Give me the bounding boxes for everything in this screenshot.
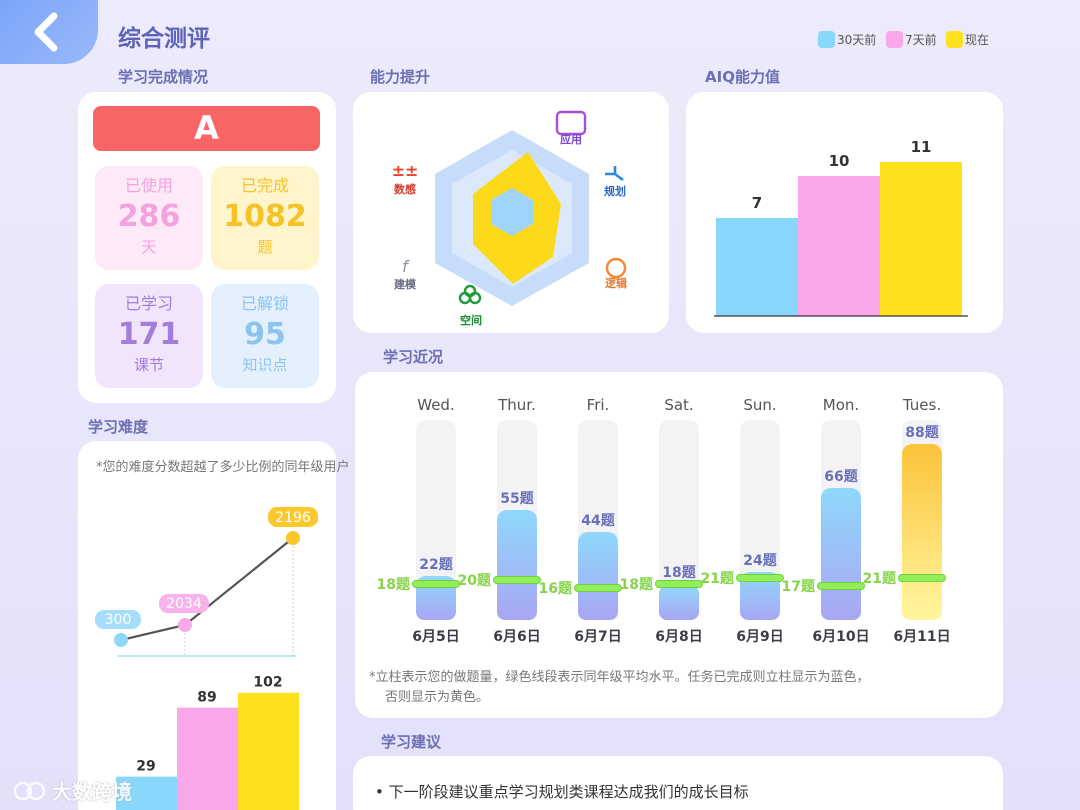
stat-days-used: 已使用 286 天 (95, 166, 203, 270)
difficulty-bar-label-2: 89 (197, 690, 216, 706)
difficulty-tag-2: 2034 (166, 596, 202, 612)
difficulty-tag-3-bg (268, 507, 318, 527)
difficulty-tag-1: 300 (105, 612, 132, 628)
recent-card (355, 372, 1003, 718)
aiq-bar-chart: 7 10 11 (714, 138, 968, 317)
svg-text:逻辑: 逻辑 (605, 276, 627, 290)
aiq-bar-label-3: 11 (911, 138, 932, 156)
advice-title: 学习建议 (381, 733, 442, 751)
difficulty-bar-label-3: 102 (253, 675, 282, 691)
stat-knowledge-unlocked: 已解锁 95 知识点 (211, 284, 319, 388)
stat-questions-done: 已完成 1082 题 (211, 166, 319, 270)
radar-inner-hexagon (491, 188, 533, 236)
difficulty-bar-label-1: 29 (136, 759, 155, 775)
axis-icon-space: 空间 (458, 284, 482, 327)
svg-text:数感: 数感 (394, 182, 416, 196)
legend-item-now: 现在 (946, 31, 989, 48)
legend-swatch (818, 31, 835, 48)
difficulty-bar-2 (177, 707, 238, 810)
svg-text:规划: 规划 (604, 184, 626, 198)
difficulty-bar-3 (238, 692, 299, 810)
page-title: 综合测评 (118, 26, 210, 52)
svg-text:空间: 空间 (460, 313, 482, 327)
difficulty-point-3 (286, 531, 300, 545)
back-button[interactable] (0, 0, 98, 64)
axis-icon-planning: 规划 (604, 166, 626, 198)
difficulty-point-2 (178, 618, 192, 632)
grade-badge: A (93, 106, 320, 151)
axis-icon-number-sense: ±± 数感 (392, 161, 419, 196)
legend-item-7days: 7天前 (886, 31, 937, 48)
watermark-logo-icon (13, 781, 46, 800)
svg-text:f: f (402, 257, 410, 276)
recent-note: *立柱表示您的做题量，绿色线段表示同年级平均水平。任务已完成则立柱显示为蓝色， … (369, 670, 870, 705)
back-arrow-icon (34, 12, 58, 52)
difficulty-tag-1-bg (95, 610, 141, 629)
difficulty-note: *您的难度分数超越了多少比例的同年级用户 (96, 460, 350, 475)
stat-lessons-learned: 已学习 171 课节 (95, 284, 203, 388)
svg-text:建模: 建模 (394, 277, 417, 291)
legend-swatch (886, 31, 903, 48)
legend-item-30days: 30天前 (818, 31, 876, 48)
svg-text:应用: 应用 (560, 132, 582, 146)
aiq-bar-1 (716, 218, 798, 316)
ability-title: 能力提升 (370, 68, 431, 86)
aiq-bar-label-1: 7 (752, 194, 762, 212)
ability-radar-chart: 应用 规划 逻辑 空间 f 建模 ±± 数感 (392, 110, 627, 327)
watermark: 大数跨境 (12, 776, 132, 805)
aiq-bar-label-2: 10 (829, 152, 850, 170)
difficulty-bar-1 (116, 776, 177, 810)
advice-card (353, 756, 1003, 810)
aiq-bar-3 (880, 162, 962, 316)
legend-swatch (946, 31, 963, 48)
axis-icon-logic: 逻辑 (605, 257, 627, 290)
difficulty-tag-2-bg (159, 594, 209, 613)
axis-icon-modeling: f 建模 (394, 257, 417, 291)
svg-text:±±: ±± (392, 161, 419, 180)
advice-item: • 下一阶段建议重点学习规划类课程达成我们的成长目标 (375, 783, 749, 801)
completion-title: 学习完成情况 (118, 68, 209, 86)
axis-icon-application: 应用 (555, 110, 587, 146)
difficulty-charts: 300 2034 2196 29 89 102 (95, 507, 318, 810)
difficulty-tag-3: 2196 (275, 510, 311, 526)
difficulty-point-1 (114, 633, 128, 647)
difficulty-trend-line (120, 537, 294, 642)
aiq-bar-2 (798, 176, 880, 316)
aiq-title: AIQ能力值 (705, 68, 780, 86)
difficulty-title: 学习难度 (88, 418, 149, 436)
recent-title: 学习近况 (383, 348, 444, 366)
